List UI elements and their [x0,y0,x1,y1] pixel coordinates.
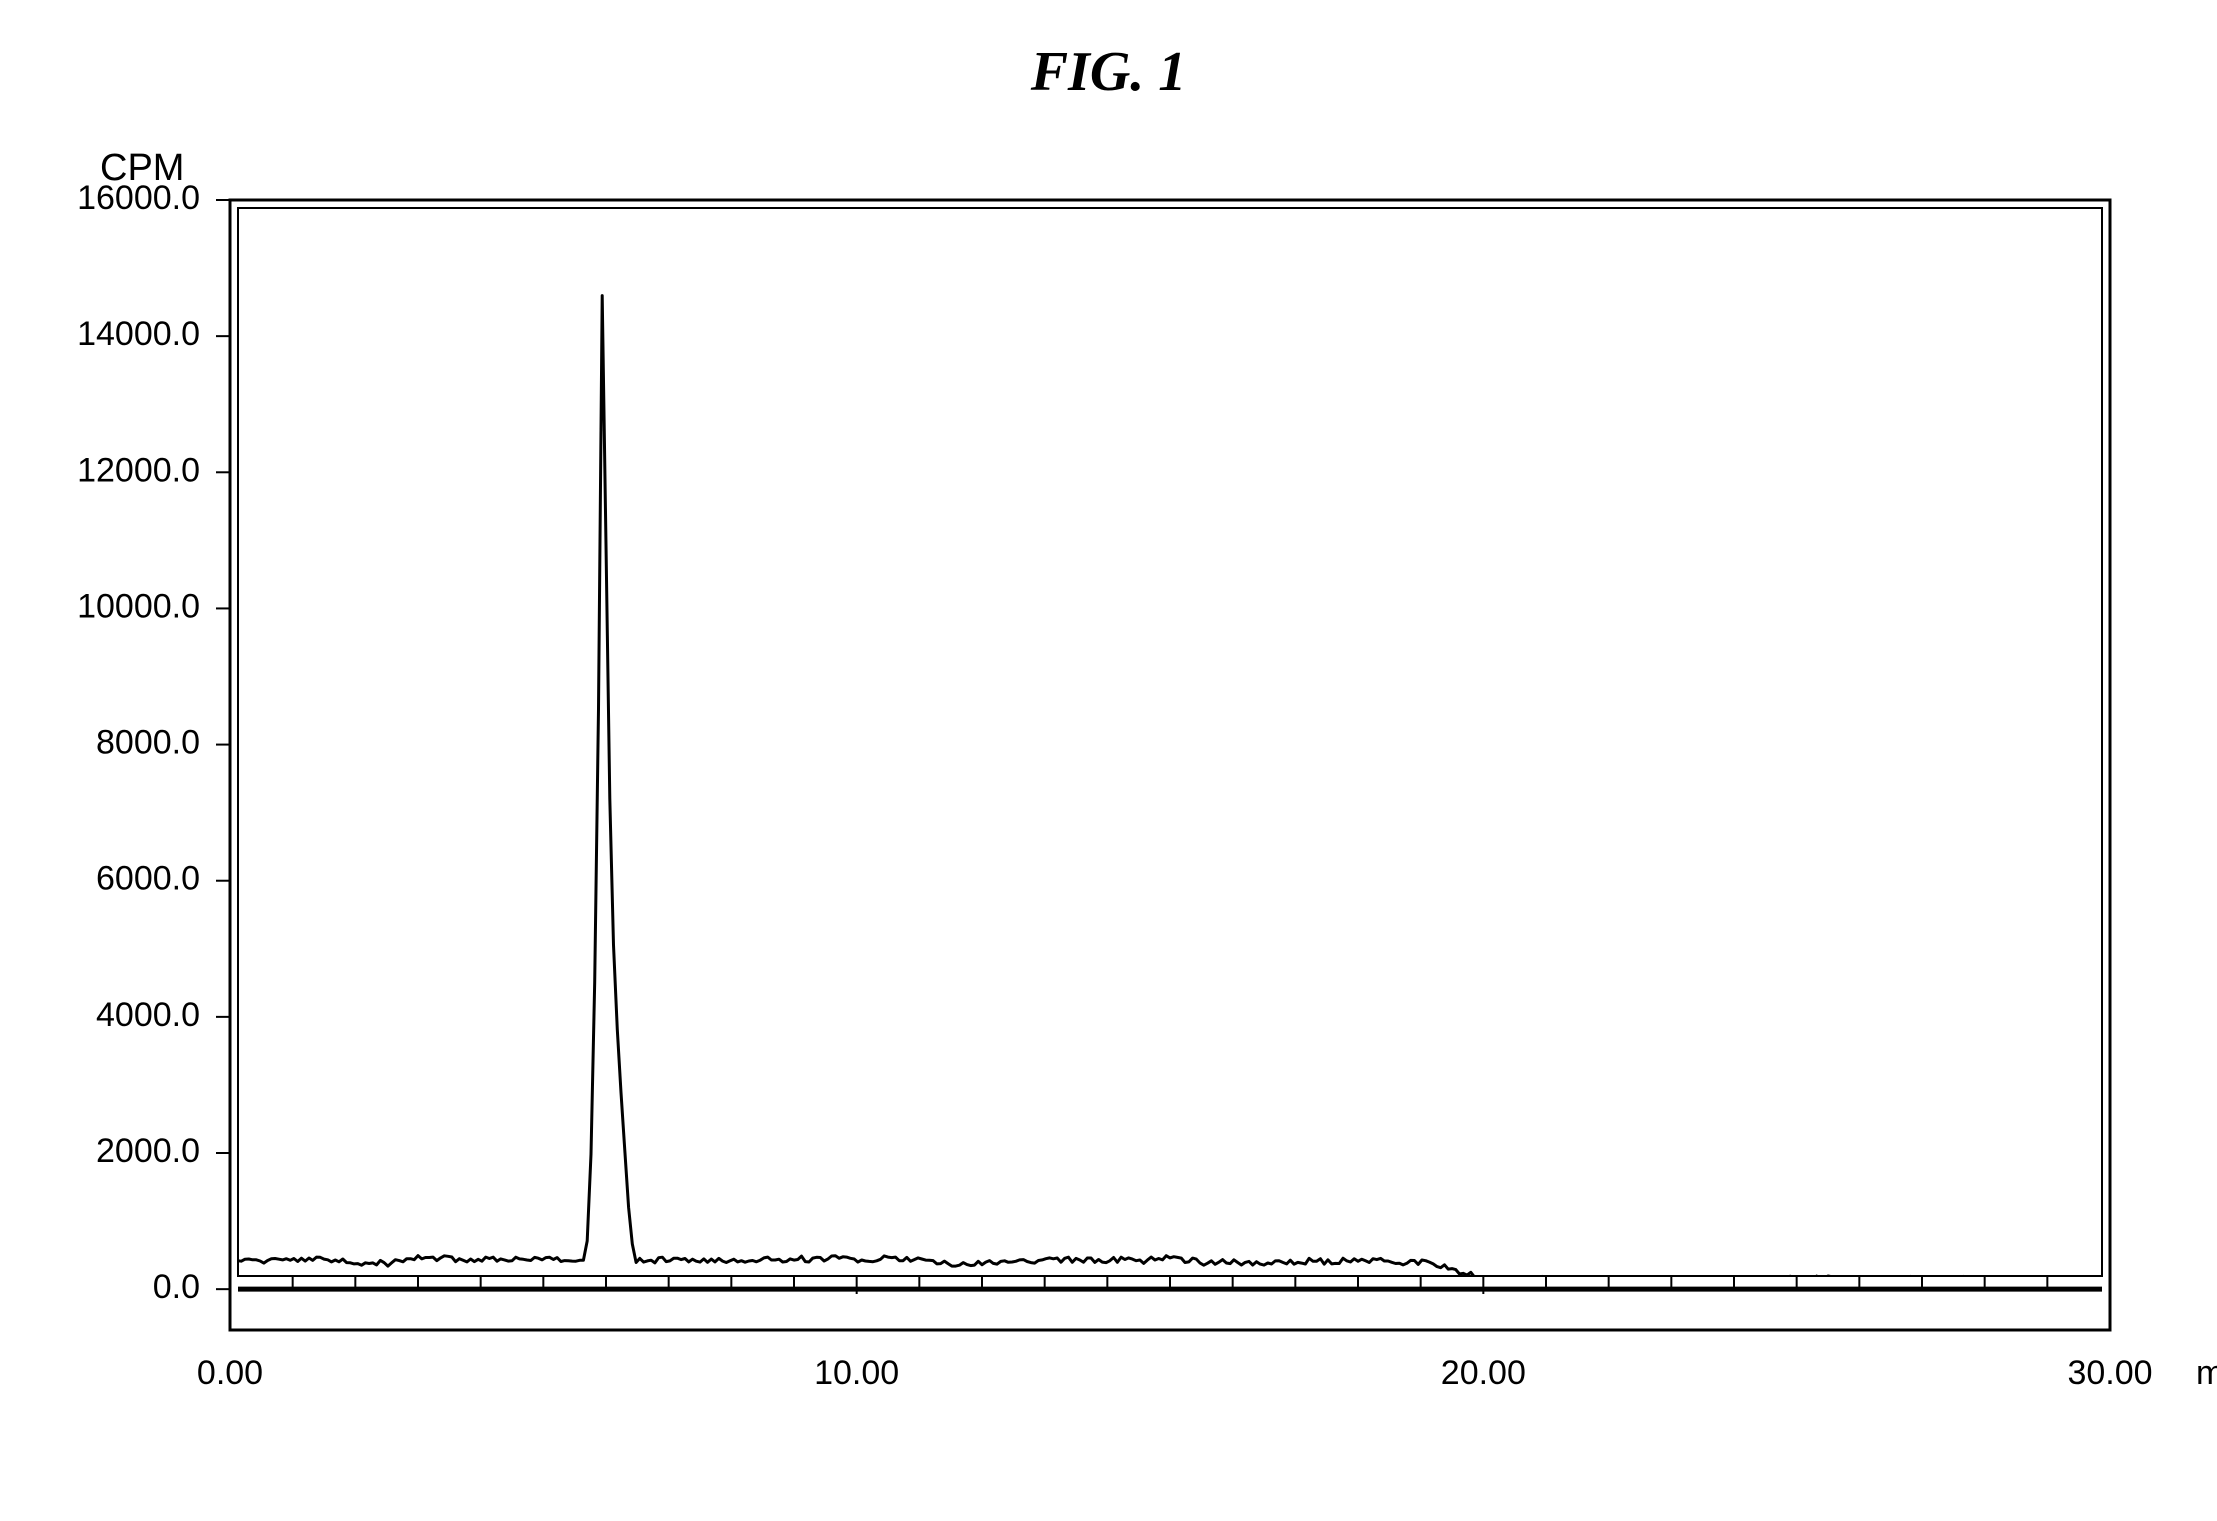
svg-text:14000.0: 14000.0 [77,315,200,353]
svg-text:12000.0: 12000.0 [77,451,200,489]
svg-text:4000.0: 4000.0 [96,996,200,1034]
svg-text:CPM: CPM [100,147,184,189]
svg-text:0.00: 0.00 [197,1354,263,1392]
svg-text:10.00: 10.00 [814,1354,899,1392]
svg-text:8000.0: 8000.0 [96,724,200,762]
svg-text:2000.0: 2000.0 [96,1132,200,1170]
svg-text:6000.0: 6000.0 [96,860,200,898]
svg-text:10000.0: 10000.0 [77,587,200,625]
figure-container: FIG. 1 0.0 2000.0 4000.0 6000.0 8000.0 10000.… [0,0,2217,1521]
svg-text:30.00: 30.00 [2067,1354,2152,1392]
figure-title: FIG. 1 [0,40,2217,104]
chromatogram-chart: 0.0 2000.0 4000.0 6000.0 8000.0 10000.0 12000.… [0,0,2217,1521]
svg-text:mins: mins [2196,1354,2217,1392]
svg-text:20.00: 20.00 [1441,1354,1526,1392]
svg-text:0.0: 0.0 [153,1268,200,1306]
